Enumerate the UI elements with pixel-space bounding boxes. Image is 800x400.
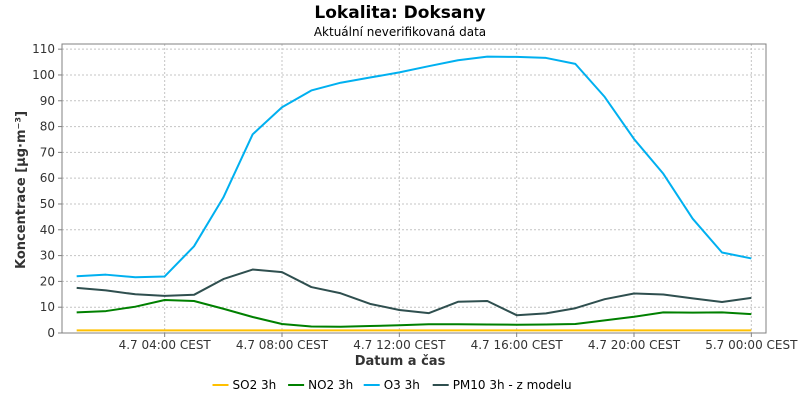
series-lines xyxy=(76,55,752,332)
plot-frame xyxy=(61,43,767,334)
legend-label: SO2 3h xyxy=(233,378,277,392)
x-tick-label: 5.7 00:00 CEST xyxy=(705,338,798,352)
x-axis-label: Datum a čas xyxy=(355,354,446,369)
grid-lines xyxy=(62,44,766,334)
y-axis-ticks: 0 10 20 30 40 50 60 70 80 90 100 110 xyxy=(32,42,62,340)
y-tick-label: 110 xyxy=(32,42,55,56)
legend-label: PM10 3h - z modelu xyxy=(453,378,572,392)
x-tick-label: 4.7 04:00 CEST xyxy=(119,338,212,352)
chart-subtitle: Aktuální neverifikovaná data xyxy=(314,25,486,39)
x-tick-label: 4.7 20:00 CEST xyxy=(588,338,681,352)
y-tick-label: 70 xyxy=(40,145,55,159)
legend-label: NO2 3h xyxy=(308,378,353,392)
legend-label: O3 3h xyxy=(384,378,420,392)
y-tick-label: 50 xyxy=(40,197,55,211)
x-tick-label: 4.7 12:00 CEST xyxy=(353,338,446,352)
legend-item: O3 3h xyxy=(363,378,420,392)
legend: SO2 3h NO2 3h O3 3h PM10 3h - z modelu xyxy=(212,378,572,392)
y-axis-label: Koncentrace [µg·m⁻³] xyxy=(14,111,29,269)
y-tick-label: 80 xyxy=(40,120,55,134)
legend-item: PM10 3h - z modelu xyxy=(432,378,572,392)
y-tick-label: 100 xyxy=(32,68,55,82)
y-tick-label: 20 xyxy=(40,274,55,288)
y-tick-label: 30 xyxy=(40,249,55,263)
y-tick-label: 40 xyxy=(40,223,55,237)
y-tick-label: 90 xyxy=(40,94,55,108)
series-line-1 xyxy=(76,298,752,328)
chart-title: Lokalita: Doksany xyxy=(314,3,485,23)
x-tick-label: 4.7 16:00 CEST xyxy=(471,338,564,352)
series-line-3 xyxy=(76,268,752,317)
y-tick-label: 10 xyxy=(40,300,55,314)
x-tick-label: 4.7 08:00 CEST xyxy=(236,338,329,352)
y-tick-label: 0 xyxy=(47,326,55,340)
y-tick-label: 60 xyxy=(40,171,55,185)
series-line-2 xyxy=(76,55,752,279)
legend-item: NO2 3h xyxy=(288,378,353,392)
legend-item: SO2 3h xyxy=(212,378,277,392)
x-axis-ticks: 4.7 04:00 CEST 4.7 08:00 CEST 4.7 12:00 CE… xyxy=(119,333,798,352)
